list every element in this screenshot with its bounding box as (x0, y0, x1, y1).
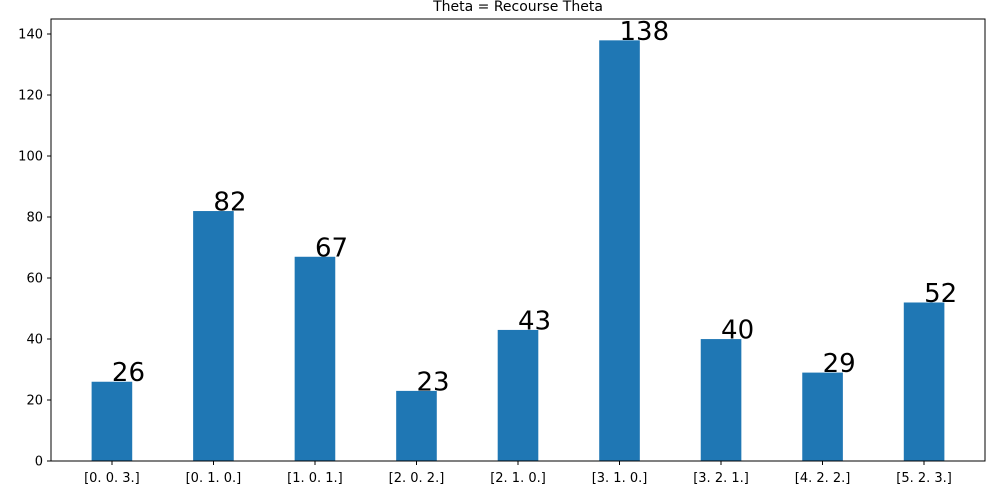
x-tick-label: [0. 0. 3.] (84, 471, 140, 486)
bar (903, 302, 945, 461)
x-tick-label: [5. 2. 3.] (896, 471, 952, 486)
y-tick-label: 0 (35, 455, 43, 470)
bar (700, 339, 742, 461)
data-labels-layer: 26 82 67 23 43 138 40 29 52 (112, 17, 957, 398)
y-tick-label: 120 (18, 89, 43, 104)
bar (497, 329, 539, 461)
y-tick-label: 40 (26, 333, 43, 348)
data-label: 40 (721, 316, 754, 346)
data-label: 43 (518, 306, 551, 336)
bars-layer (91, 40, 945, 462)
x-tick-label: [1. 0. 1.] (287, 471, 343, 486)
bar (91, 381, 133, 461)
plot-frame (50, 18, 986, 462)
data-label: 26 (112, 358, 145, 388)
x-axis: [0. 0. 3.] [0. 1. 0.] [1. 0. 1.] [2. 0. 2.]… (84, 461, 952, 486)
data-label: 52 (924, 279, 957, 309)
x-tick-label: [3. 1. 0.] (592, 471, 648, 486)
data-label: 29 (823, 349, 856, 379)
y-tick-label: 100 (18, 150, 43, 165)
x-tick-label: [4. 2. 2.] (795, 471, 851, 486)
y-tick-label: 60 (26, 272, 43, 287)
chart-title: Theta = Recourse Theta (432, 0, 603, 15)
data-label: 23 (416, 367, 449, 397)
x-tick-label: [2. 0. 2.] (389, 471, 445, 486)
bar (599, 40, 640, 462)
x-tick-label: [3. 2. 1.] (693, 471, 749, 486)
y-tick-label: 20 (26, 394, 43, 409)
y-tick-label: 80 (26, 211, 43, 226)
data-label: 67 (315, 233, 348, 263)
bar (294, 256, 336, 461)
y-axis: 0 20 40 60 80 100 120 140 (18, 28, 51, 470)
bar (193, 211, 234, 461)
y-tick-label: 140 (18, 28, 43, 43)
bar (396, 390, 437, 461)
data-label: 82 (213, 188, 246, 218)
bar (802, 372, 843, 461)
x-tick-label: [2. 1. 0.] (490, 471, 546, 486)
data-label: 138 (620, 17, 670, 47)
x-tick-label: [0. 1. 0.] (186, 471, 242, 486)
